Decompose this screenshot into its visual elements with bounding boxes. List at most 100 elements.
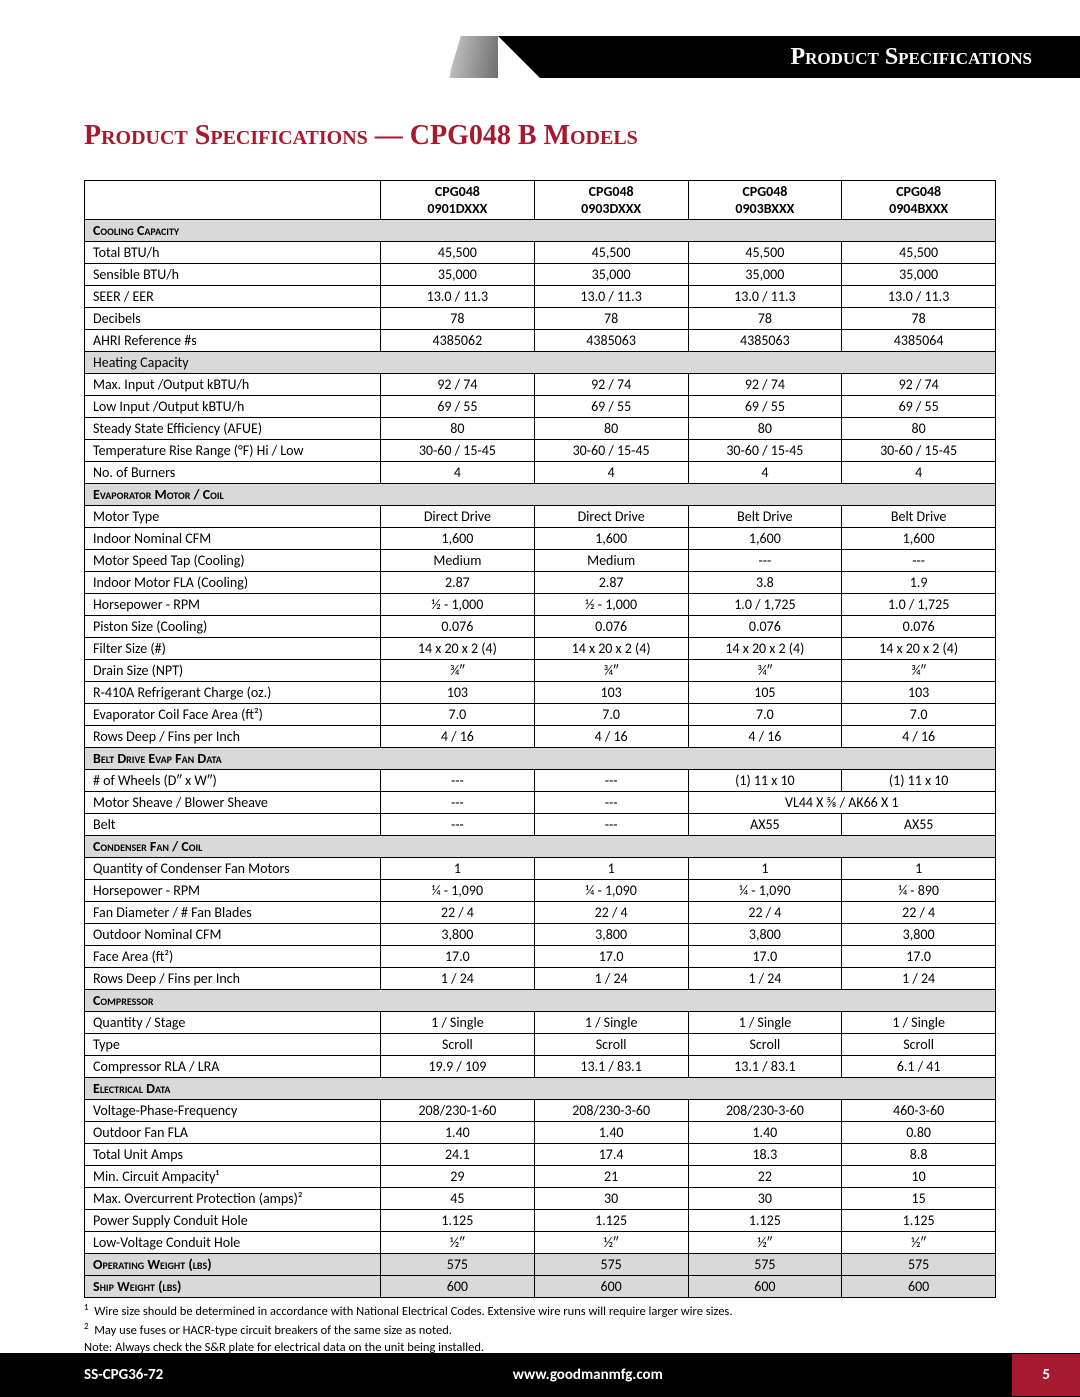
cell: 10 xyxy=(842,1166,996,1188)
cell: 14 x 20 x 2 (4) xyxy=(381,638,535,660)
cell: 13.0 / 11.3 xyxy=(688,286,842,308)
cell: 69 / 55 xyxy=(842,396,996,418)
row-label: Quantity / Stage xyxy=(85,1012,381,1034)
cell: ¼ - 1,090 xyxy=(688,880,842,902)
row-label: Max. Input /Output kBTU/h xyxy=(85,374,381,396)
cell: Belt Drive xyxy=(688,506,842,528)
cell: 35,000 xyxy=(842,264,996,286)
cell: 0.076 xyxy=(381,616,535,638)
footer-doc: SS-CPG36-72 xyxy=(84,1366,163,1384)
cell: 3,800 xyxy=(842,924,996,946)
cell: 13.0 / 11.3 xyxy=(534,286,688,308)
cell: 3,800 xyxy=(688,924,842,946)
cell: 575 xyxy=(688,1254,842,1276)
cell: 103 xyxy=(381,682,535,704)
footer-url: www.goodmanmfg.com xyxy=(513,1366,663,1384)
row-label: Low Input /Output kBTU/h xyxy=(85,396,381,418)
section-header: Belt Drive Evap Fan Data xyxy=(85,748,996,770)
cell: --- xyxy=(534,770,688,792)
cell: 22 / 4 xyxy=(842,902,996,924)
cell: 17.0 xyxy=(688,946,842,968)
page-title: Product Specifications — CPG048 B Models xyxy=(84,120,996,152)
cell: 7.0 xyxy=(842,704,996,726)
cell: 17.0 xyxy=(534,946,688,968)
cell: ½ - 1,000 xyxy=(381,594,535,616)
cell: 78 xyxy=(534,308,688,330)
cell: ½″ xyxy=(842,1232,996,1254)
cell: 30-60 / 15-45 xyxy=(688,440,842,462)
cell: 18.3 xyxy=(688,1144,842,1166)
cell: 1 xyxy=(381,858,535,880)
row-label: No. of Burners xyxy=(85,462,381,484)
cell: 1 xyxy=(534,858,688,880)
cell: 80 xyxy=(842,418,996,440)
cell: 105 xyxy=(688,682,842,704)
row-label: Max. Overcurrent Protection (amps)² xyxy=(85,1188,381,1210)
cell: 1.0 / 1,725 xyxy=(842,594,996,616)
cell: 3,800 xyxy=(381,924,535,946)
row-label: Horsepower - RPM xyxy=(85,880,381,902)
cell: 69 / 55 xyxy=(688,396,842,418)
cell: 600 xyxy=(534,1276,688,1298)
section-header: Ship Weight (lbs) xyxy=(85,1276,381,1298)
cell: 1.9 xyxy=(842,572,996,594)
footer: SS-CPG36-72 www.goodmanmfg.com 5 xyxy=(0,1353,1080,1397)
cell: 45,500 xyxy=(381,242,535,264)
cell: 69 / 55 xyxy=(534,396,688,418)
row-label: Rows Deep / Fins per Inch xyxy=(85,968,381,990)
cell: 7.0 xyxy=(688,704,842,726)
row-label: Evaporator Coil Face Area (ft²) xyxy=(85,704,381,726)
cell: 4 / 16 xyxy=(534,726,688,748)
row-label: Filter Size (#) xyxy=(85,638,381,660)
cell: ½″ xyxy=(688,1232,842,1254)
cell: 4 xyxy=(842,462,996,484)
section-header: Cooling Capacity xyxy=(85,220,996,242)
cell: 17.0 xyxy=(381,946,535,968)
row-label: Total BTU/h xyxy=(85,242,381,264)
cell: AX55 xyxy=(688,814,842,836)
cell: 4 / 16 xyxy=(688,726,842,748)
cell: 600 xyxy=(688,1276,842,1298)
row-label: Motor Type xyxy=(85,506,381,528)
cell: Medium xyxy=(381,550,535,572)
cell: 600 xyxy=(842,1276,996,1298)
cell: 600 xyxy=(381,1276,535,1298)
cell: 35,000 xyxy=(534,264,688,286)
row-label: Voltage-Phase-Frequency xyxy=(85,1100,381,1122)
cell: --- xyxy=(381,792,535,814)
cell: 30-60 / 15-45 xyxy=(381,440,535,462)
cell: 1 / Single xyxy=(381,1012,535,1034)
cell: 3.8 xyxy=(688,572,842,594)
row-label: Outdoor Nominal CFM xyxy=(85,924,381,946)
row-label: Steady State Efficiency (AFUE) xyxy=(85,418,381,440)
cell: 14 x 20 x 2 (4) xyxy=(688,638,842,660)
cell: --- xyxy=(534,792,688,814)
section-header: Electrical Data xyxy=(85,1078,996,1100)
cell: 460-3-60 xyxy=(842,1100,996,1122)
cell: 21 xyxy=(534,1166,688,1188)
row-label: Motor Speed Tap (Cooling) xyxy=(85,550,381,572)
cell: 4 xyxy=(688,462,842,484)
cell: 92 / 74 xyxy=(534,374,688,396)
banner-title: Product Specifications xyxy=(540,36,1080,78)
cell: 78 xyxy=(381,308,535,330)
cell: 69 / 55 xyxy=(381,396,535,418)
row-label: Temperature Rise Range (°F) Hi / Low xyxy=(85,440,381,462)
row-label: Outdoor Fan FLA xyxy=(85,1122,381,1144)
cell: --- xyxy=(534,814,688,836)
cell: ½ - 1,000 xyxy=(534,594,688,616)
col-0: CPG0480901DXXX xyxy=(381,181,535,220)
cell: 4 / 16 xyxy=(381,726,535,748)
cell: 1.125 xyxy=(688,1210,842,1232)
cell: 1,600 xyxy=(534,528,688,550)
header-banner: Product Specifications xyxy=(0,0,1080,90)
cell: 13.1 / 83.1 xyxy=(534,1056,688,1078)
cell: Belt Drive xyxy=(842,506,996,528)
cell: 0.076 xyxy=(534,616,688,638)
row-label: Type xyxy=(85,1034,381,1056)
cell: 1.125 xyxy=(842,1210,996,1232)
cell: Direct Drive xyxy=(534,506,688,528)
cell: (1) 11 x 10 xyxy=(688,770,842,792)
cell: 1,600 xyxy=(688,528,842,550)
cell: 0.076 xyxy=(688,616,842,638)
